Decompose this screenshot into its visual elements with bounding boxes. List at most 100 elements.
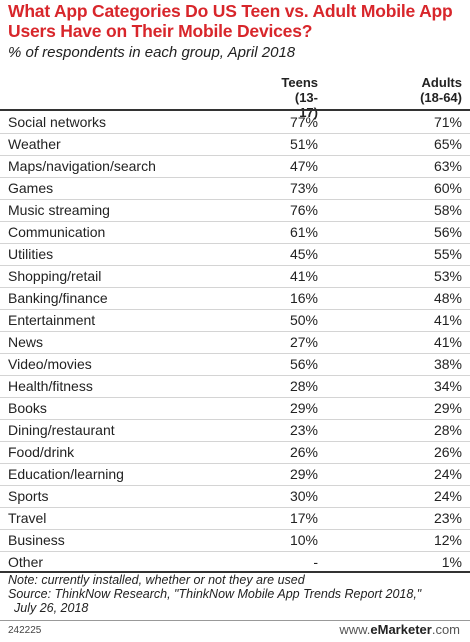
category-label: Banking/finance (8, 290, 108, 306)
adults-value: 41% (433, 312, 462, 328)
adults-value: 23% (433, 510, 462, 526)
table-row: Health/fitness 28% 34% (0, 375, 470, 398)
teens-value: 17% (289, 510, 318, 526)
category-label: Shopping/retail (8, 268, 102, 284)
teens-value: 47% (289, 158, 318, 174)
category-label: Education/learning (8, 466, 124, 482)
table-row: Social networks 77% 71% (0, 111, 470, 134)
table-row: News 27% 41% (0, 331, 470, 354)
table-row: Travel 17% 23% (0, 507, 470, 530)
teens-value: 28% (289, 378, 318, 394)
adults-header-age: (18-64) (420, 90, 462, 105)
category-label: Books (8, 400, 47, 416)
teens-value: 76% (289, 202, 318, 218)
table-row: Business 10% 12% (0, 529, 470, 552)
category-label: Health/fitness (8, 378, 93, 394)
table-row: Music streaming 76% 58% (0, 199, 470, 222)
header-rule (0, 109, 470, 111)
category-label: News (8, 334, 44, 350)
bottom-rule (0, 620, 470, 621)
table-row: Education/learning 29% 24% (0, 463, 470, 486)
teens-value: 29% (289, 466, 318, 482)
adults-column-header: Adults (18-64) (408, 75, 462, 105)
source-date-line: July 26, 2018 (14, 601, 89, 615)
teens-value: 45% (289, 246, 318, 262)
source-line: Source: ThinkNow Research, "ThinkNow Mob… (8, 587, 422, 601)
category-label: Entertainment (8, 312, 96, 328)
adults-value: 1% (441, 554, 462, 570)
adults-value: 41% (433, 334, 462, 350)
adults-value: 58% (433, 202, 462, 218)
chart-subtitle: % of respondents in each group, April 20… (8, 44, 296, 61)
table-row: Banking/finance 16% 48% (0, 287, 470, 310)
adults-value: 29% (433, 400, 462, 416)
adults-value: 71% (433, 114, 462, 130)
table-row: Games 73% 60% (0, 177, 470, 200)
adults-value: 34% (433, 378, 462, 394)
table-row: Books 29% 29% (0, 397, 470, 420)
teens-value: 10% (289, 532, 318, 548)
teens-value: 50% (289, 312, 318, 328)
logo-suffix: .com (431, 622, 460, 637)
table-row: Other - 1% (0, 551, 470, 573)
category-label: Travel (8, 510, 47, 526)
adults-value: 63% (433, 158, 462, 174)
adults-value: 60% (433, 180, 462, 196)
teens-value: 77% (289, 114, 318, 130)
logo-brand: eMarketer (370, 622, 432, 637)
teens-value: 16% (289, 290, 318, 306)
adults-value: 24% (433, 466, 462, 482)
teens-value: 51% (289, 136, 318, 152)
chart-title: What App Categories Do US Teen vs. Adult… (8, 1, 453, 41)
teens-column-header: Teens (13-17) (280, 75, 318, 120)
category-label: Music streaming (8, 202, 110, 218)
adults-value: 38% (433, 356, 462, 372)
category-label: Maps/navigation/search (8, 158, 156, 174)
teens-value: 23% (289, 422, 318, 438)
teens-value: 29% (289, 400, 318, 416)
table-row: Utilities 45% 55% (0, 243, 470, 266)
adults-value: 24% (433, 488, 462, 504)
logo-prefix: www. (339, 622, 371, 637)
adults-value: 53% (433, 268, 462, 284)
adults-value: 55% (433, 246, 462, 262)
adults-value: 56% (433, 224, 462, 240)
category-label: Utilities (8, 246, 54, 262)
table-row: Weather 51% 65% (0, 133, 470, 156)
category-label: Weather (8, 136, 61, 152)
teens-value: 56% (289, 356, 318, 372)
category-label: Food/drink (8, 444, 75, 460)
footer-rule (0, 571, 470, 573)
category-label: Dining/restaurant (8, 422, 115, 438)
teens-value: 30% (289, 488, 318, 504)
teens-value: 26% (289, 444, 318, 460)
adults-value: 48% (433, 290, 462, 306)
category-label: Sports (8, 488, 49, 504)
category-label: Communication (8, 224, 106, 240)
note-line: Note: currently installed, whether or no… (8, 573, 305, 587)
category-label: Games (8, 180, 54, 196)
teens-value: 61% (289, 224, 318, 240)
adults-value: 28% (433, 422, 462, 438)
table-row: Entertainment 50% 41% (0, 309, 470, 332)
category-label: Business (8, 532, 65, 548)
teens-value: 27% (289, 334, 318, 350)
table-row: Communication 61% 56% (0, 221, 470, 244)
category-label: Video/movies (8, 356, 92, 372)
teens-value: 73% (289, 180, 318, 196)
table-row: Shopping/retail 41% 53% (0, 265, 470, 288)
category-label: Social networks (8, 114, 107, 130)
table-row: Video/movies 56% 38% (0, 353, 470, 376)
teens-value: 41% (289, 268, 318, 284)
chart-id: 242225 (8, 625, 42, 636)
teens-value: - (313, 554, 318, 570)
table-row: Sports 30% 24% (0, 485, 470, 508)
table-row: Food/drink 26% 26% (0, 441, 470, 464)
table-row: Dining/restaurant 23% 28% (0, 419, 470, 442)
emarketer-logo[interactable]: www.eMarketer.com (339, 622, 460, 637)
adults-value: 26% (433, 444, 462, 460)
teens-header-age: (13-17) (294, 90, 318, 120)
adults-value: 12% (433, 532, 462, 548)
source-notes: Note: currently installed, whether or no… (8, 573, 464, 615)
category-label: Other (8, 554, 44, 570)
